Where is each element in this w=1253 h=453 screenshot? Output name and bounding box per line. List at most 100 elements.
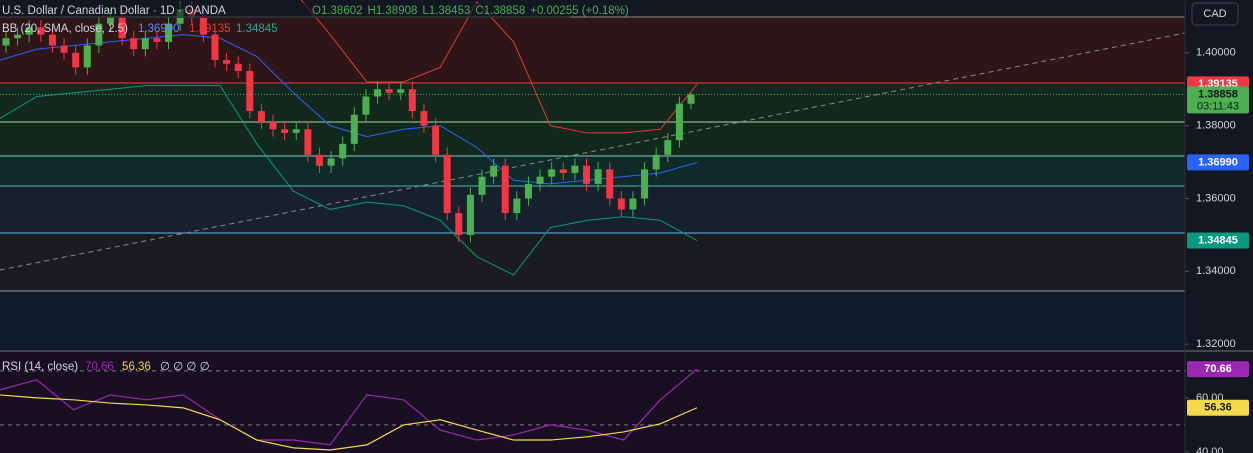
candle-body — [536, 176, 544, 184]
candle-body — [304, 129, 312, 155]
ohlc-value: O1.38602 — [312, 5, 363, 17]
rsi-extra: ∅ ∅ ∅ ∅ — [160, 361, 210, 373]
candle-body — [594, 169, 602, 184]
ohlc-value: C1.38858 — [475, 5, 525, 17]
candle-body — [257, 111, 265, 123]
price-badge — [1187, 361, 1249, 378]
countdown: 03:11:43 — [1197, 100, 1239, 112]
bollinger-band — [0, 85, 698, 276]
symbol: U.S. Dollar / Canadian Dollar · 1D · OAN… — [2, 5, 226, 17]
candle-body — [234, 63, 242, 72]
candle-body — [432, 125, 440, 155]
candle-body — [350, 114, 358, 144]
candle-body — [246, 71, 254, 112]
candle-body — [95, 23, 103, 46]
candle-body — [72, 52, 80, 68]
candle-body — [130, 38, 138, 50]
candle-body — [141, 38, 149, 50]
candle-body — [37, 27, 45, 35]
candle-body — [118, 16, 126, 39]
candle-body — [641, 169, 649, 199]
price-badge-label: 1.36990 — [1198, 156, 1238, 168]
y-tick-label: 1.36000 — [1196, 192, 1236, 204]
plot — [0, 0, 1185, 451]
candle-body — [443, 154, 451, 214]
y-tick-label: 1.38000 — [1196, 120, 1236, 132]
candle-body — [223, 60, 231, 64]
rsi-ma-value: 56.36 — [122, 361, 151, 373]
bb-title: BB (20, SMA, close, 2.5) — [2, 23, 128, 35]
price-badge — [1187, 86, 1249, 114]
candle-body — [675, 103, 683, 141]
zone — [0, 233, 1185, 291]
currency-button[interactable] — [1191, 2, 1239, 26]
y-tick-label: 40.00 — [1196, 446, 1224, 453]
zone — [0, 186, 1185, 233]
trend-line — [0, 32, 1186, 271]
bollinger-band — [0, 34, 698, 185]
zone — [0, 291, 1185, 350]
candle-body — [559, 169, 567, 173]
candle-body — [478, 176, 486, 195]
ohlc-value: +0.00255 (+0.18%) — [530, 5, 629, 17]
candle-body — [14, 34, 22, 39]
candle-body — [664, 140, 672, 155]
candle-body — [199, 16, 207, 35]
candle-body — [490, 165, 498, 177]
candle-body — [327, 158, 335, 166]
candle-body — [269, 122, 277, 130]
candle-body — [513, 198, 521, 214]
candle-body — [339, 143, 347, 159]
zone — [0, 156, 1185, 186]
bb-middle: 1.36990 — [138, 23, 180, 35]
y-tick-label: 1.32000 — [1196, 338, 1236, 350]
ohlc-value: H1.38908 — [368, 5, 418, 17]
price-badge — [1187, 154, 1249, 171]
y-tick-label: 1.34000 — [1196, 265, 1236, 277]
rsi-title: RSI (14, close) — [2, 361, 78, 373]
zone — [0, 17, 1185, 83]
bb-lower: 1.34845 — [236, 23, 278, 35]
candle-body — [397, 89, 405, 93]
zone-lines — [0, 16, 1185, 292]
bollinger-band — [300, 0, 698, 134]
candle-body — [281, 129, 289, 133]
candle-body — [455, 213, 463, 235]
y-tick-label: 1.40000 — [1196, 47, 1236, 59]
candle-body — [501, 165, 509, 214]
rsi-value: 70.66 — [85, 361, 114, 373]
price-badge — [1187, 399, 1249, 416]
candle-body — [687, 94, 695, 104]
candle-body — [571, 165, 579, 173]
candle-body — [165, 23, 173, 42]
candle-body — [362, 96, 370, 115]
candle-body — [524, 183, 532, 199]
candle-body — [25, 27, 33, 35]
price-badge-label: 56.36 — [1204, 402, 1232, 414]
rsi-line — [0, 394, 698, 451]
candle-body — [420, 111, 428, 126]
candle-body — [466, 194, 474, 235]
candle-body — [652, 154, 660, 170]
ohlc: O1.38602 H1.38908 L1.38453 C1.38858 +0.00255… — [312, 5, 629, 17]
price-badge-label: 1.34845 — [1198, 234, 1238, 246]
candle-body — [60, 45, 68, 53]
candle-body — [292, 129, 300, 133]
currency[interactable]: CAD — [1203, 8, 1226, 20]
candle-body — [606, 169, 614, 199]
zone — [0, 83, 1185, 156]
candle-body — [48, 34, 56, 46]
header-bg — [0, 3, 570, 18]
ohlc-value: L1.38453 — [422, 5, 470, 17]
candle-body — [211, 34, 219, 61]
candle-body — [629, 198, 637, 210]
candle-body — [2, 38, 10, 46]
candle-body — [83, 45, 91, 68]
candle-body — [106, 16, 114, 24]
price-badge-label: 1.38858 — [1198, 88, 1238, 100]
candle-body — [548, 169, 556, 177]
bb-upper: 1.39135 — [189, 23, 231, 35]
candle-body — [385, 89, 393, 93]
candle-body — [617, 198, 625, 210]
candle-body — [153, 38, 161, 42]
